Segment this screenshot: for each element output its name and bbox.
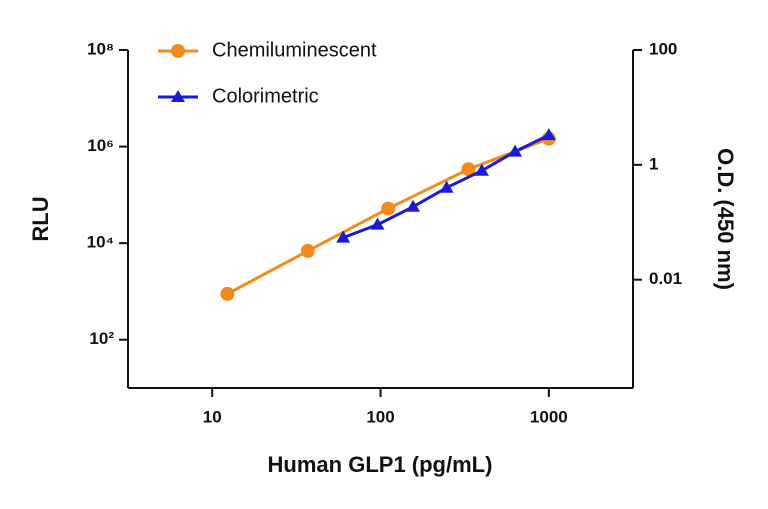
- y2-tick-label: 0.01: [649, 269, 682, 288]
- data-point: [439, 180, 454, 193]
- data-point: [541, 128, 556, 141]
- y-tick-label: 10⁴: [87, 233, 114, 252]
- data-point: [461, 162, 476, 177]
- data-point: [508, 144, 523, 157]
- data-point: [381, 201, 396, 216]
- x-tick-label: 10: [203, 407, 222, 426]
- x-tick-label: 1000: [530, 407, 568, 426]
- legend-label: Colorimetric: [212, 85, 319, 107]
- x-tick-label: 100: [366, 407, 394, 426]
- data-point: [406, 199, 421, 212]
- y-tick-label: 10⁸: [87, 39, 114, 58]
- legend-label: Chemiluminescent: [212, 39, 377, 61]
- data-point: [220, 286, 235, 301]
- data-point: [370, 217, 385, 230]
- y-tick-label: 10²: [89, 329, 114, 348]
- y2-tick-label: 100: [649, 39, 677, 58]
- legend-marker: [171, 44, 185, 58]
- y-tick-label: 10⁶: [87, 136, 114, 155]
- data-point: [336, 230, 351, 243]
- data-point: [474, 163, 489, 176]
- data-point: [300, 243, 315, 258]
- legend-marker: [171, 90, 185, 102]
- y2-tick-label: 1: [649, 154, 658, 173]
- y2-axis-label: O.D. (450 nm): [713, 148, 738, 290]
- x-axis-label: Human GLP1 (pg/mL): [268, 452, 493, 477]
- series-line: [226, 137, 550, 296]
- y-axis-label: RLU: [28, 196, 53, 241]
